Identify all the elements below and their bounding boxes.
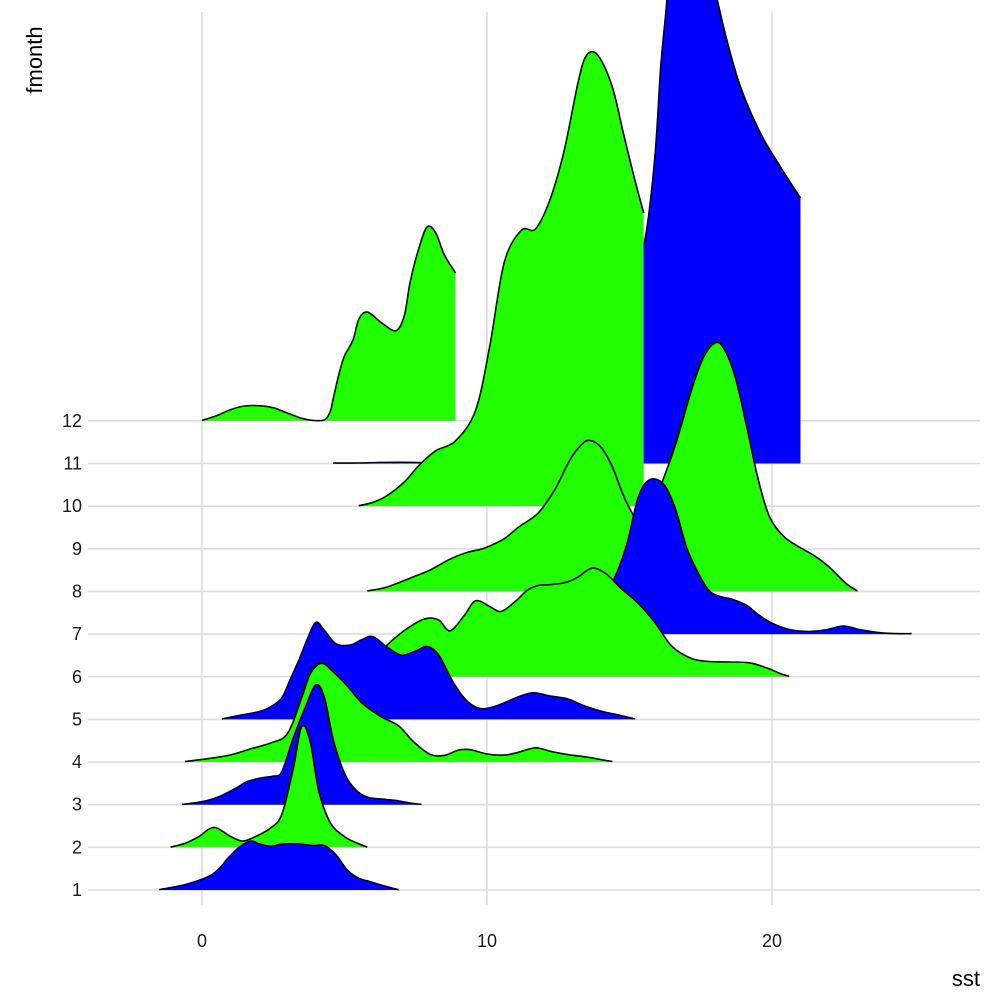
y-tick-label: 12 [62, 411, 82, 431]
y-tick-label: 5 [72, 709, 82, 729]
y-tick-label: 8 [72, 581, 82, 601]
ridges [159, 0, 912, 891]
y-tick-label: 4 [72, 752, 82, 772]
x-axis-title: sst [952, 966, 980, 991]
x-tick-labels: 0 10 20 [197, 931, 782, 951]
ridge-fill-month-2 [170, 725, 368, 848]
y-tick-label: 10 [62, 496, 82, 516]
ridge-outline-month-5 [221, 621, 636, 720]
ridge-fill-month-6 [344, 568, 790, 677]
ridge-outline-month-6 [344, 567, 790, 678]
y-tick-label: 7 [72, 624, 82, 644]
x-tick-label: 20 [762, 931, 782, 951]
ridge-outline-month-2 [170, 724, 368, 848]
y-tick-label: 3 [72, 795, 82, 815]
y-axis-title: fmonth [22, 26, 47, 93]
ridge-outline-month-10 [358, 50, 645, 507]
ridge-outline-month-3 [181, 683, 422, 806]
ridge-outline-month-1 [159, 840, 399, 891]
ridge-fill-month-8 [367, 342, 858, 592]
x-tick-label: 10 [477, 931, 497, 951]
ridge-outline-month-12 [201, 225, 457, 422]
ridge-fill-month-1 [159, 841, 399, 890]
ridge-outline-month-4 [184, 662, 613, 763]
y-tick-label: 9 [72, 539, 82, 559]
y-tick-label: 1 [72, 880, 82, 900]
y-tick-label: 2 [72, 837, 82, 857]
ridge-fill-month-4 [184, 663, 613, 763]
y-tick-label: 6 [72, 667, 82, 687]
ridge-fill-month-11 [333, 0, 801, 464]
x-tick-label: 0 [197, 931, 207, 951]
ridge-fill-month-12 [202, 226, 456, 421]
y-tick-label: 11 [63, 454, 82, 474]
